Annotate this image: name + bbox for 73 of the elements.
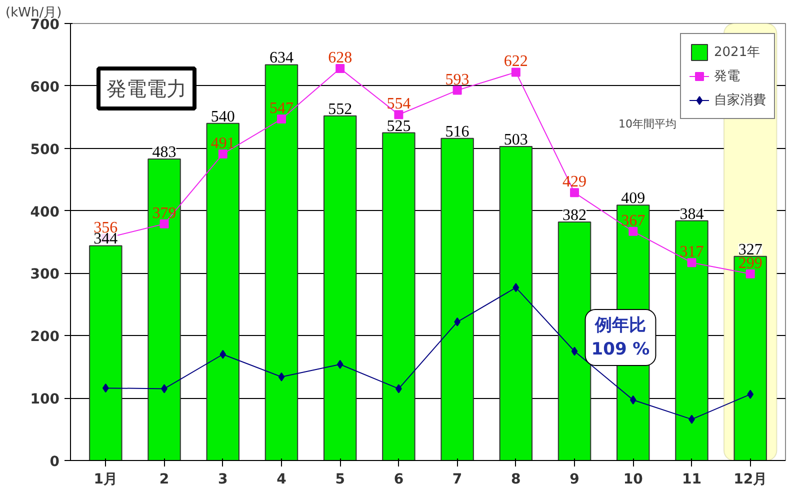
- x-tick-label: 4: [276, 472, 287, 488]
- x-tick-label: 10: [623, 472, 644, 488]
- point: [511, 68, 520, 77]
- legend-title: 10年間平均: [618, 118, 676, 130]
- legend-label: 自家消費: [714, 92, 766, 109]
- annotation: 例年比 109 %: [591, 316, 650, 360]
- point: [687, 258, 696, 268]
- y-tick-label: 400: [30, 204, 60, 220]
- point: [336, 360, 344, 369]
- data-label: 516: [445, 123, 470, 140]
- y-tick-label: 600: [30, 79, 60, 96]
- bar: [440, 138, 474, 460]
- x-tick-label: 6: [394, 472, 404, 488]
- point: [276, 114, 286, 124]
- point: [746, 269, 755, 278]
- legend-label: 2021年: [714, 44, 760, 61]
- legend-label: 発電: [714, 68, 740, 85]
- point: [628, 226, 638, 236]
- x-tick-label: 2: [159, 472, 170, 488]
- bar: [206, 122, 240, 460]
- point: [336, 64, 345, 73]
- data-label: 503: [504, 131, 528, 148]
- data-label: 634: [269, 50, 294, 67]
- bar: [89, 245, 122, 460]
- point: [747, 390, 754, 399]
- data-label: 628: [328, 49, 352, 66]
- point: [278, 372, 285, 382]
- point: [218, 149, 228, 158]
- bar: [499, 146, 533, 460]
- bar: [558, 222, 592, 460]
- data-label: 409: [621, 190, 646, 208]
- point: [452, 86, 462, 95]
- data-label: 491: [210, 134, 235, 152]
- data-label: 384: [680, 206, 704, 223]
- point: [570, 188, 580, 198]
- bar: [734, 256, 767, 460]
- point: [571, 346, 578, 356]
- y-tick-label: 500: [30, 142, 60, 158]
- point: [394, 110, 404, 120]
- x-tick-label: 8: [511, 472, 521, 488]
- point: [102, 384, 109, 393]
- y-tick-label: 100: [30, 392, 60, 408]
- y-tick-label: 200: [30, 329, 60, 346]
- text: 発電電力: [106, 76, 186, 100]
- data-label: 525: [386, 118, 411, 135]
- data-label: 317: [680, 244, 704, 261]
- point: [220, 350, 226, 359]
- point: [512, 283, 520, 292]
- y-tick-label: 300: [30, 266, 60, 283]
- point: [630, 395, 636, 404]
- bar: [264, 64, 298, 460]
- bar: [675, 220, 708, 460]
- x-tick-label: 11: [682, 472, 702, 488]
- data-label: 593: [445, 71, 470, 88]
- x-tick-label: 5: [335, 472, 345, 488]
- bar: [148, 158, 181, 460]
- y-tick-label: 700: [30, 17, 60, 33]
- data-label: 367: [621, 212, 646, 230]
- x-tick-label: 7: [452, 472, 462, 488]
- y-tick-label: 0: [50, 454, 60, 470]
- bar: [323, 115, 357, 460]
- data-label: 552: [328, 100, 352, 118]
- x-tick-label: 1月: [94, 472, 118, 488]
- x-tick-label: 12月: [734, 472, 768, 488]
- data-label: 554: [386, 96, 411, 113]
- data-label: 547: [269, 100, 294, 118]
- data-label: 483: [152, 144, 176, 161]
- bar: [382, 132, 416, 460]
- x-tick-label: 3: [218, 472, 228, 488]
- data-label: 622: [504, 53, 528, 70]
- data-label: 540: [210, 108, 235, 126]
- x-tick-label: 9: [570, 472, 580, 488]
- data-label: 382: [562, 207, 587, 224]
